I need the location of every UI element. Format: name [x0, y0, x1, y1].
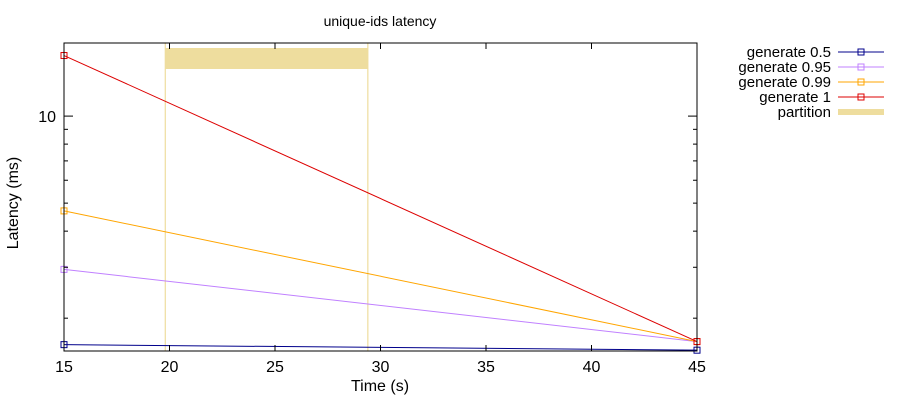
x-tick-label: 45 [688, 359, 706, 376]
y-axis-label: Latency (ms) [5, 157, 22, 249]
series-3 [60, 52, 701, 346]
plot-frame [63, 42, 698, 352]
legend-item-1: generate 0.95 [738, 59, 884, 76]
x-tick-label: 25 [266, 359, 284, 376]
legend-item-2: generate 0.99 [738, 74, 884, 91]
x-tick-label: 35 [477, 359, 495, 376]
legend-label: generate 0.95 [738, 59, 831, 76]
legend-marker [857, 63, 865, 71]
partition-band [165, 48, 368, 69]
legend-marker [857, 78, 865, 86]
series-line [63, 210, 698, 343]
series-line [63, 268, 698, 343]
legend-swatch [838, 109, 884, 115]
x-tick-label: 30 [372, 359, 390, 376]
x-axis-ticks: 15 20 25 30 35 40 45 [55, 43, 706, 376]
legend-label: generate 0.99 [738, 74, 831, 91]
y-axis-ticks: 10 [38, 109, 697, 319]
legend-label: partition [778, 104, 831, 121]
legend-marker [857, 93, 865, 101]
series-1 [60, 265, 701, 346]
legend-item-0: generate 0.5 [747, 44, 884, 61]
chart-title: unique-ids latency [324, 13, 437, 29]
x-axis-label: Time (s) [351, 378, 409, 395]
legend-item-4: partition [778, 104, 884, 121]
legend-label: generate 1 [759, 89, 831, 106]
series-line [63, 55, 698, 343]
x-tick-label: 15 [55, 359, 73, 376]
y-tick-label: 10 [38, 109, 56, 126]
x-tick-label: 20 [161, 359, 179, 376]
partition-layer [164, 43, 369, 351]
legend-item-3: generate 1 [759, 89, 884, 106]
series-2 [60, 207, 701, 346]
legend-label: generate 0.5 [747, 44, 831, 61]
x-tick-label: 40 [583, 359, 601, 376]
legend-marker [857, 48, 865, 56]
series-layer [60, 52, 701, 354]
